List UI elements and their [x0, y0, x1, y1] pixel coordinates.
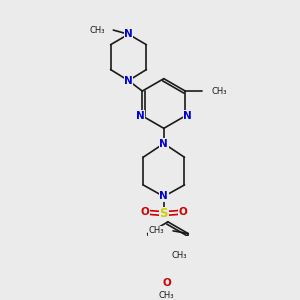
Text: CH₃: CH₃ — [172, 251, 187, 260]
Text: S: S — [160, 207, 168, 220]
Text: N: N — [136, 111, 145, 121]
Text: CH₃: CH₃ — [159, 290, 174, 299]
Text: N: N — [159, 139, 168, 148]
Text: O: O — [178, 208, 187, 218]
Text: N: N — [159, 191, 168, 202]
Text: CH₃: CH₃ — [89, 26, 105, 34]
Text: O: O — [162, 278, 171, 288]
Text: N: N — [183, 111, 192, 121]
Text: CH₃: CH₃ — [212, 87, 227, 96]
Text: N: N — [124, 76, 133, 85]
Text: N: N — [124, 29, 133, 39]
Text: CH₃: CH₃ — [149, 226, 164, 235]
Text: O: O — [140, 208, 149, 218]
